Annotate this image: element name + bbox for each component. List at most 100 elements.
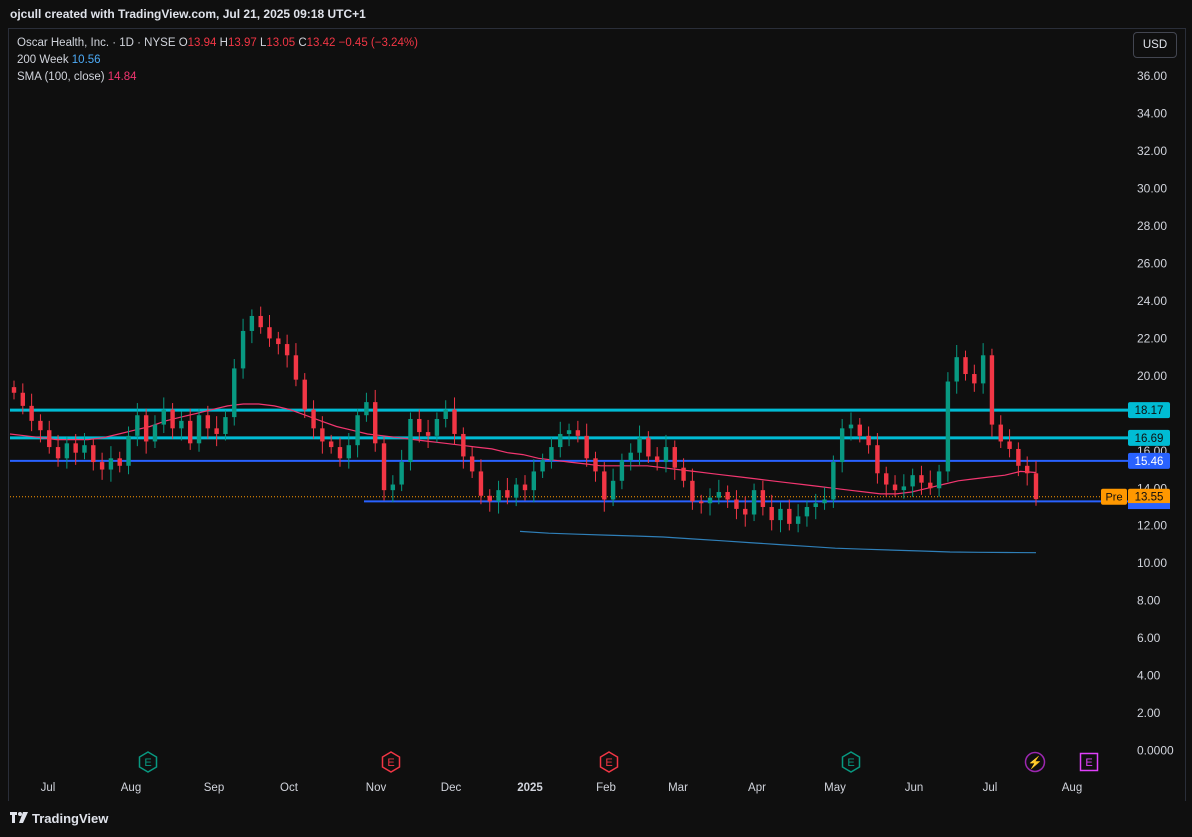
candle-body [108,458,114,470]
bolt-icon: ⚡ [1028,756,1043,770]
candle-body [461,433,466,457]
candle-body [769,507,774,521]
candle-body [143,415,149,442]
y-tick-label: 10.00 [1137,556,1167,570]
earnings-marker: E [381,751,401,773]
legend-ohlc-row: Oscar Health, Inc. · 1D · NYSE O13.94 H1… [17,35,418,52]
y-tick-label: 34.00 [1137,107,1167,121]
candles [11,306,1039,533]
candle-body [972,374,977,384]
symbol-label[interactable]: Oscar Health, Inc. · 1D · NYSE [17,37,176,49]
chart-frame [8,28,1186,802]
candle-body [681,467,686,481]
candle-body [302,379,307,410]
x-tick-label: Apr [748,782,766,794]
x-axis: Jul Aug Sep Oct Nov Dec 2025 Feb Mar Apr May Jun Jul… [41,782,1083,794]
candle-body [390,484,396,491]
brand-text: TradingView [32,811,109,826]
legend: Oscar Health, Inc. · 1D · NYSE O13.94 H1… [17,35,418,86]
y-tick-label: 28.00 [1137,219,1167,233]
candle-body [20,392,26,406]
candle-body [522,484,528,491]
x-tick-label: Oct [280,782,299,794]
ma200-value: 10.56 [71,54,101,66]
candle-body [910,475,915,487]
sma-value: 14.84 [107,71,137,83]
candle-body [478,471,484,496]
earnings-square [1079,752,1099,772]
sma-label: SMA (100, close) [17,71,105,83]
candle-body [619,460,625,481]
candle-body [443,409,448,419]
candle-body [135,415,140,436]
candle-body [857,424,862,436]
earnings-hexagon [599,751,619,773]
footer-bar [0,801,1192,837]
y-tick-label: 30.00 [1137,182,1167,196]
x-tick-label: Feb [596,782,616,794]
candle-body [258,315,263,328]
earnings-marker: E [599,751,619,773]
earnings-hexagon [841,751,861,773]
candle-body [628,452,633,461]
level-badge [1128,452,1170,469]
candle-body [778,508,783,521]
x-tick-label: Jun [905,782,924,794]
currency-button[interactable]: USD [1133,32,1177,58]
candle-body [276,338,281,345]
candle-body [364,402,369,416]
candle-body [399,462,404,485]
high-value: 13.97 [227,37,257,49]
candle-body [452,409,457,434]
y-tick-label: 32.00 [1137,144,1167,158]
candle-body [487,495,492,502]
candle-body [38,420,43,431]
candle-body [928,482,933,489]
candle-body [831,462,836,500]
x-tick-label: 2025 [517,782,543,794]
y-tick-label: 24.00 [1137,294,1167,308]
candle-body [293,355,299,380]
y-tick-label: 36.00 [1137,69,1167,83]
y-tick-label: 0.0000 [1137,744,1174,758]
candle-body [170,409,175,429]
candle-body [373,402,378,444]
high-label: H [219,37,228,49]
candle-body [963,357,968,375]
legend-ma200-row[interactable]: 200 Week 10.56 [17,52,418,69]
candle-body [575,430,581,436]
x-tick-label: Jul [983,782,998,794]
candle-body [381,443,387,491]
premarket-badge [1128,488,1170,505]
legend-sma-row[interactable]: SMA (100, close) 14.84 [17,69,418,86]
level-badge-label: 15.46 [1135,456,1164,468]
open-label: O [178,37,188,49]
x-tick-label: May [824,782,846,794]
candle-body [64,443,70,459]
candle-body [188,420,193,444]
candle-body [584,435,589,459]
candle-body [408,418,413,463]
level-badge-label: 16.69 [1135,433,1164,445]
candle-body [734,499,739,509]
level-badge-label: 18.17 [1135,405,1164,417]
candle-body [73,443,78,453]
candle-body [954,357,959,382]
premarket-badge-label: 13.55 [1135,492,1164,504]
candle-body [91,445,96,463]
low-level-badge [1128,503,1170,510]
close-value: 13.42 [306,37,336,49]
premarket-tag-label: Pre [1105,492,1122,504]
candle-body [822,499,827,504]
y-tick-label: 2.00 [1137,706,1161,720]
candle-body [919,475,924,483]
candle-body [566,430,572,434]
candle-body [117,458,122,466]
candle-body [751,490,757,515]
candle-body [179,420,184,429]
earnings-letter: E [847,757,854,769]
tradingview-logo[interactable]: TradingView [10,811,108,826]
ma200-label: 200 Week [17,54,69,66]
premarket-tag [1101,488,1127,505]
